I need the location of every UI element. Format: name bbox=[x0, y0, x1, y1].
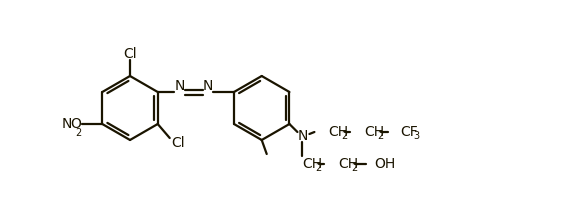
Text: 2: 2 bbox=[342, 131, 348, 141]
Text: N: N bbox=[62, 117, 72, 131]
Text: N: N bbox=[174, 79, 185, 93]
Text: N: N bbox=[203, 79, 213, 93]
Text: 2: 2 bbox=[75, 128, 81, 138]
Text: 2: 2 bbox=[315, 163, 321, 173]
Text: OH: OH bbox=[374, 157, 396, 171]
Text: 3: 3 bbox=[413, 131, 420, 141]
Text: CH: CH bbox=[328, 125, 348, 139]
Text: Cl: Cl bbox=[123, 47, 137, 61]
Text: Cl: Cl bbox=[171, 136, 185, 150]
Text: CF: CF bbox=[401, 125, 418, 139]
Text: CH: CH bbox=[365, 125, 384, 139]
Text: CH: CH bbox=[338, 157, 358, 171]
Text: 2: 2 bbox=[351, 163, 358, 173]
Text: O: O bbox=[71, 117, 81, 131]
Text: 2: 2 bbox=[378, 131, 384, 141]
Text: N: N bbox=[297, 129, 307, 143]
Text: CH: CH bbox=[302, 157, 323, 171]
